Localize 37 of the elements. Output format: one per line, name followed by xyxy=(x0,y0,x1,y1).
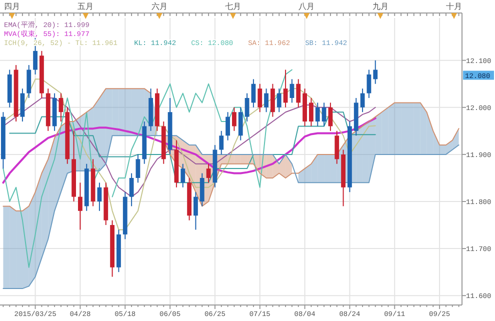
text: 四月 xyxy=(4,2,20,11)
candlestick xyxy=(200,172,204,207)
candlestick xyxy=(334,130,340,164)
candlestick xyxy=(26,64,32,98)
text: 八月 xyxy=(298,2,315,11)
candlestick xyxy=(315,102,320,127)
candlestick xyxy=(129,172,134,207)
candlestick xyxy=(283,69,288,108)
candlestick xyxy=(226,112,230,141)
candlestick xyxy=(206,163,211,184)
candlestick xyxy=(366,69,372,98)
candlestick xyxy=(58,92,64,122)
candlestick xyxy=(136,154,140,184)
candlestick xyxy=(373,60,378,84)
candlestick xyxy=(258,83,262,113)
candlestick xyxy=(290,78,294,104)
candlestick xyxy=(264,88,268,113)
text: 五月 xyxy=(78,2,94,11)
text: 九月 xyxy=(372,2,388,11)
candlestick xyxy=(97,182,102,212)
text: 十月 xyxy=(446,2,462,11)
candlestick xyxy=(270,83,275,118)
candlestick xyxy=(244,92,250,122)
candlestick xyxy=(296,78,301,108)
candlestick xyxy=(360,88,365,113)
candlestick xyxy=(276,88,282,113)
candlestick xyxy=(322,102,326,127)
candlestick xyxy=(78,182,82,230)
text: 七月 xyxy=(225,2,241,11)
candlestick xyxy=(194,192,198,230)
candlestick xyxy=(309,97,314,127)
candlestick xyxy=(180,163,186,188)
candlestick xyxy=(219,130,224,155)
candlestick xyxy=(20,88,25,122)
candlestick xyxy=(238,106,243,141)
text: 六月 xyxy=(151,2,168,11)
candlestick xyxy=(232,106,236,132)
